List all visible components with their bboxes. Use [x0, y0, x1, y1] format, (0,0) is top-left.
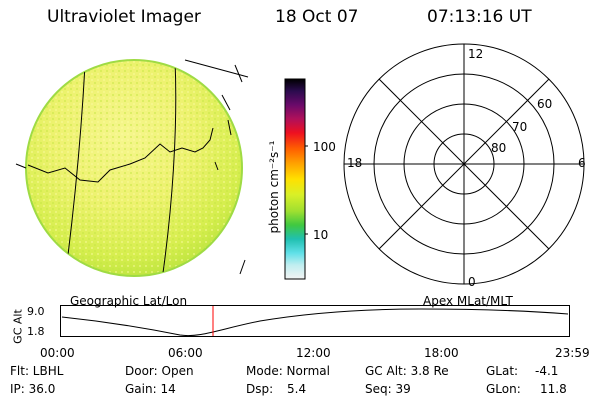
mlt-label-12: 12: [468, 47, 484, 61]
title: Ultraviolet Imager: [47, 7, 201, 27]
x-tick-0000: 00:00: [40, 346, 75, 360]
x-tick-2359: 23:59: [555, 346, 590, 360]
status-glon-label: GLon:: [486, 382, 521, 396]
status-dsp-label: Dsp:: [246, 382, 274, 396]
status-gain: Gain: 14: [125, 382, 176, 396]
uv-earth-image: [15, 59, 249, 277]
mlat-label-70: 70: [512, 120, 528, 134]
status-door: Door: Open: [125, 364, 194, 378]
meridian-line: [67, 64, 86, 256]
altitude-curve: [61, 308, 569, 337]
mlt-label-6: 6: [578, 156, 586, 170]
y-tick-1-8: 1.8: [27, 325, 45, 338]
y-tick-9: 9.0: [27, 305, 45, 318]
status-glat-label: GLat:: [486, 364, 519, 378]
status-ip: IP: 36.0: [10, 382, 56, 396]
status-dsp-value: 5.4: [287, 382, 307, 396]
colorbar-unit-label: photon cm⁻²s⁻¹: [267, 140, 281, 234]
apex-label: Apex MLat/MLT: [423, 294, 513, 308]
date: 18 Oct 07: [275, 7, 359, 27]
status-glon-value: 11.8: [540, 382, 567, 396]
status-glat-value: -4.1: [535, 364, 559, 378]
coastline: [27, 127, 214, 183]
mlt-label-0: 0: [468, 275, 476, 289]
time: 07:13:16 UT: [427, 7, 532, 27]
gc-alt-axis-label: GC Alt: [11, 309, 25, 344]
meridian-line: [161, 60, 177, 276]
x-tick-1200: 12:00: [296, 346, 331, 360]
color-scale-bar: [284, 78, 308, 280]
mlat-label-60: 60: [537, 97, 553, 111]
colorbar-tick-10: 10: [313, 228, 329, 242]
status-seq: Seq: 39: [365, 382, 411, 396]
colorbar-tick-100: 100: [313, 140, 336, 154]
mlat-label-80: 80: [491, 141, 507, 155]
altitude-plot: [60, 305, 570, 337]
geographic-label: Geographic Lat/Lon: [70, 294, 188, 308]
status-filter: Flt: LBHL: [10, 364, 64, 378]
polar-mlat-mlt-plot: [343, 43, 585, 285]
status-gc-alt: GC Alt: 3.8 Re: [365, 364, 449, 378]
status-mode: Mode: Normal: [246, 364, 330, 378]
x-tick-1800: 18:00: [424, 346, 459, 360]
mlt-label-18: 18: [347, 156, 363, 170]
x-tick-0600: 06:00: [168, 346, 203, 360]
